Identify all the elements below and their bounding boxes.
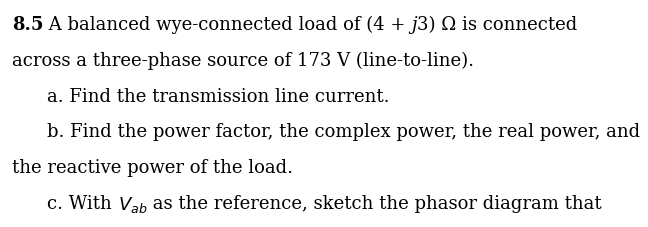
Text: 3) Ω is connected: 3) Ω is connected (417, 16, 577, 34)
Text: b. Find the power factor, the complex power, the real power, and: b. Find the power factor, the complex po… (47, 123, 640, 141)
Text: $\mathit{V}_{ab}$: $\mathit{V}_{ab}$ (118, 195, 147, 215)
Text: c. With: c. With (47, 195, 118, 213)
Text: as the reference, sketch the phasor diagram that: as the reference, sketch the phasor diag… (147, 195, 602, 213)
Text: 8.5: 8.5 (12, 16, 43, 34)
Text: A balanced wye-connected load of (4 +: A balanced wye-connected load of (4 + (43, 16, 411, 34)
Text: across a three-phase source of 173 V (line-to-line).: across a three-phase source of 173 V (li… (12, 52, 474, 70)
Text: the reactive power of the load.: the reactive power of the load. (12, 159, 293, 177)
Text: j: j (411, 16, 417, 34)
Text: a. Find the transmission line current.: a. Find the transmission line current. (47, 88, 390, 106)
